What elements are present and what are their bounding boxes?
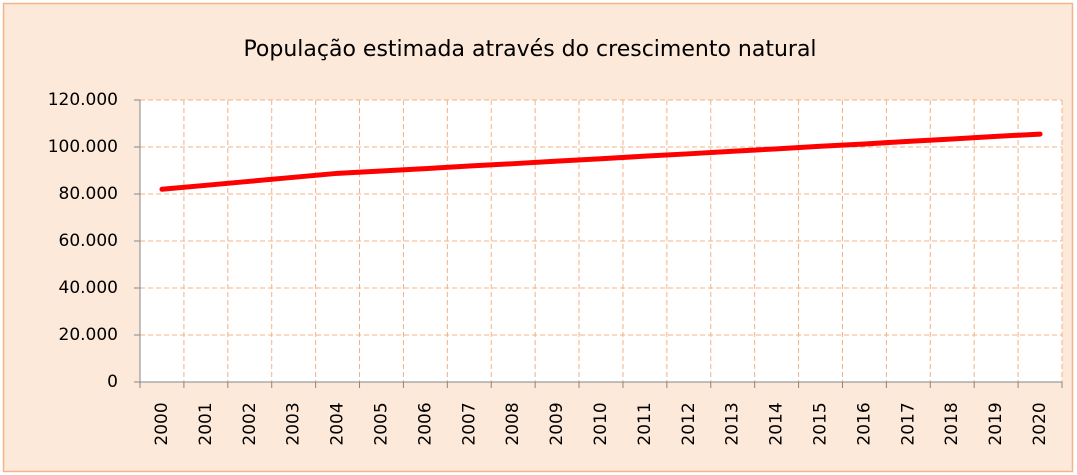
- y-tick-label: 100.000: [48, 137, 118, 157]
- y-tick-label: 60.000: [59, 231, 118, 251]
- y-tick-label: 80.000: [59, 184, 118, 204]
- x-tick-label: 2000: [152, 402, 172, 445]
- x-tick-label: 2001: [196, 402, 216, 445]
- x-tick-label: 2010: [591, 402, 611, 445]
- x-tick-label: 2002: [240, 402, 260, 445]
- x-tick-label: 2007: [459, 402, 479, 445]
- x-tick-label: 2018: [942, 402, 962, 445]
- x-tick-label: 2004: [328, 402, 348, 445]
- y-tick-label: 40.000: [59, 278, 118, 298]
- x-tick-label: 2006: [415, 402, 435, 445]
- x-tick-label: 2008: [503, 402, 523, 445]
- x-tick-label: 2009: [547, 402, 567, 445]
- x-tick-label: 2011: [635, 402, 655, 445]
- x-tick-label: 2016: [854, 402, 874, 445]
- chart-title: População estimada através do cresciment…: [243, 37, 816, 62]
- x-tick-label: 2013: [723, 402, 743, 445]
- x-tick-label: 2003: [284, 402, 304, 445]
- line-series: [159, 131, 1043, 192]
- x-tick-label: 2019: [986, 402, 1006, 445]
- x-tick-label: 2012: [679, 402, 699, 445]
- x-tick-label: 2020: [1030, 402, 1050, 445]
- x-tick-label: 2005: [371, 402, 391, 445]
- x-tick-label: 2015: [811, 402, 831, 445]
- x-tick-label: 2014: [767, 402, 787, 445]
- y-tick-label: 20.000: [59, 325, 118, 345]
- y-tick-label: 0: [107, 372, 118, 392]
- x-tick-label: 2017: [898, 402, 918, 445]
- y-tick-label: 120.000: [48, 90, 118, 110]
